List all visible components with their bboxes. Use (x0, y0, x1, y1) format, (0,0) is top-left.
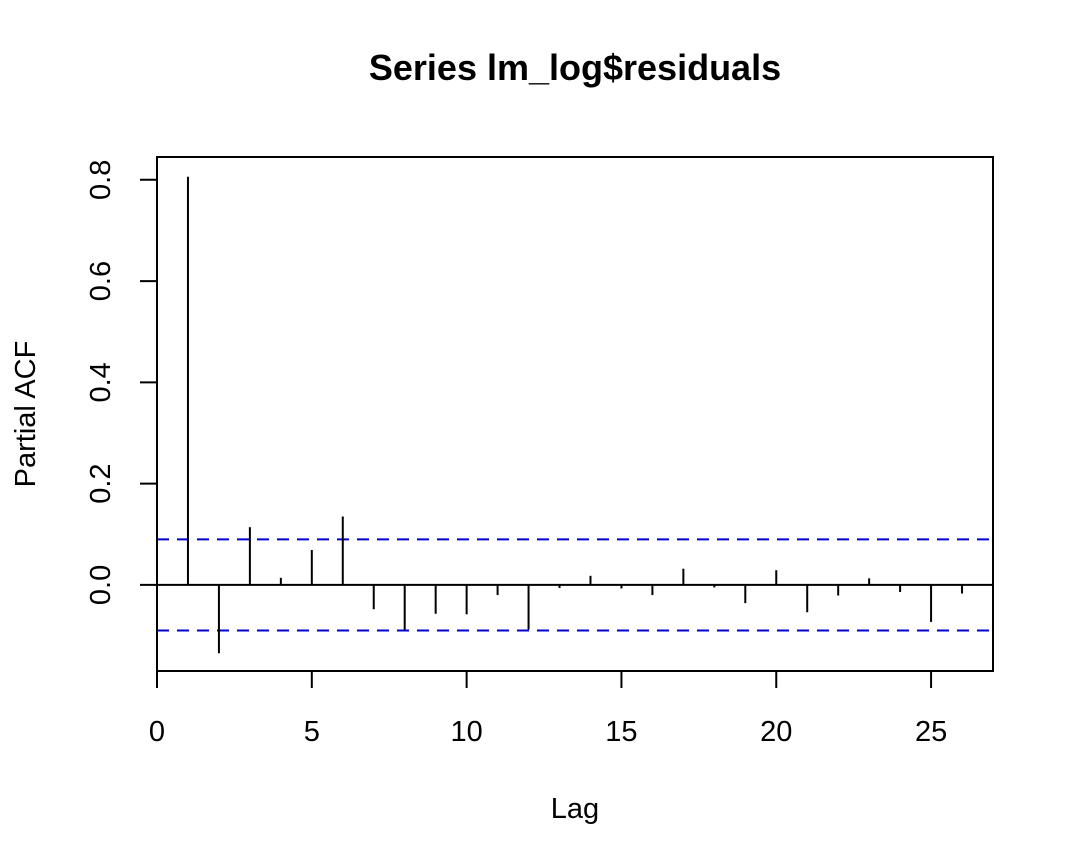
x-tick-label: 15 (605, 716, 637, 748)
x-tick-label: 25 (915, 716, 947, 748)
y-tick-label: 0.8 (85, 160, 117, 200)
y-axis-label: Partial ACF (10, 341, 42, 488)
x-tick-label: 0 (149, 716, 165, 748)
y-tick-label: 0.0 (85, 565, 117, 605)
y-tick-label: 0.2 (85, 463, 117, 503)
x-tick-label: 20 (760, 716, 792, 748)
plot-frame (156, 156, 994, 672)
x-axis-label: Lag (551, 793, 599, 825)
chart-title: Series lm_log$residuals (369, 47, 781, 88)
y-tick-label: 0.4 (85, 362, 117, 402)
pacf-bars (186, 176, 964, 654)
x-axis: 0 5 10 15 20 25 (149, 670, 947, 748)
x-tick-label: 10 (450, 716, 482, 748)
y-tick-label: 0.6 (85, 261, 117, 301)
x-tick-label: 5 (304, 716, 320, 748)
y-axis: 0.0 0.2 0.4 0.6 0.8 (85, 160, 158, 605)
